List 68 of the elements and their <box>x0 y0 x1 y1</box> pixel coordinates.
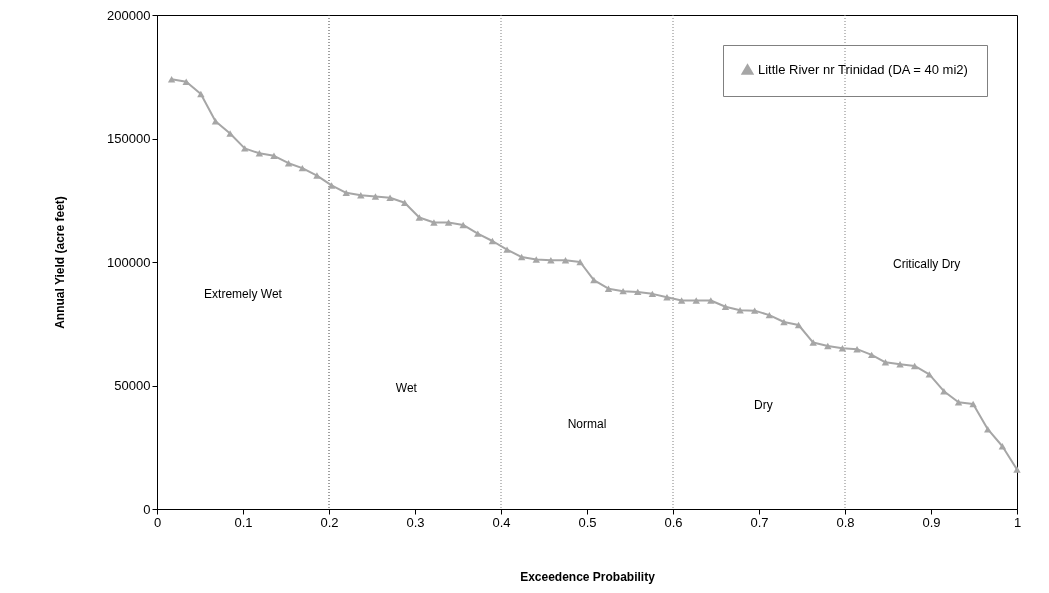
y-tick-label: 0 <box>143 501 151 517</box>
point <box>197 90 205 98</box>
x-tick-label: 0.7 <box>750 514 769 530</box>
point <box>313 172 321 179</box>
point <box>925 371 933 378</box>
point <box>954 399 963 406</box>
point <box>270 152 278 159</box>
point <box>400 199 409 206</box>
point <box>241 145 249 152</box>
point <box>692 297 700 304</box>
point <box>488 237 497 245</box>
point <box>1013 466 1021 473</box>
annotation: Extremely Wet <box>204 287 283 302</box>
point <box>765 311 774 319</box>
x-tick-label: 0.1 <box>234 514 253 530</box>
point <box>342 189 350 197</box>
point <box>867 351 876 359</box>
point <box>474 230 482 237</box>
point <box>707 297 715 304</box>
point <box>750 307 759 314</box>
point <box>809 339 817 346</box>
point <box>371 193 380 200</box>
point <box>226 130 234 137</box>
y-tick-label: 100000 <box>107 254 151 270</box>
point <box>721 303 730 310</box>
annotation: Normal <box>567 417 607 432</box>
point <box>327 182 336 189</box>
x-tick-label: 0.4 <box>492 514 511 530</box>
x-tick-label: 0.5 <box>578 514 597 530</box>
x-tick-label: 0 <box>153 514 162 530</box>
point <box>576 258 584 266</box>
point <box>255 150 264 157</box>
point <box>532 256 540 263</box>
point <box>386 194 394 201</box>
point <box>415 214 424 221</box>
y-tick-label: 200000 <box>107 7 151 23</box>
x-tick-label: 0.9 <box>922 514 941 530</box>
point <box>677 297 686 304</box>
point <box>969 400 977 408</box>
point <box>459 221 467 229</box>
x-tick-label: 1 <box>1013 514 1022 530</box>
point <box>824 342 832 350</box>
annotation: Critically Dry <box>893 257 961 272</box>
point <box>357 192 365 199</box>
legend-label: Little River nr Trinidad (DA = 40 mi2) <box>758 61 968 77</box>
x-axis-title: Exceedence Probability <box>520 569 656 584</box>
point <box>298 164 307 172</box>
annotation: Dry <box>753 398 773 413</box>
x-tick-label: 0.6 <box>664 514 683 530</box>
point <box>794 321 803 329</box>
x-tick-label: 0.8 <box>836 514 855 530</box>
point <box>604 285 613 292</box>
x-tick-label: 0.3 <box>406 514 425 530</box>
point <box>590 276 598 284</box>
point <box>648 290 657 298</box>
point <box>182 78 190 85</box>
y-tick-label: 150000 <box>107 131 151 146</box>
point <box>517 253 526 261</box>
point <box>503 246 511 253</box>
x-tick-label: 0.2 <box>320 514 339 530</box>
point <box>663 294 671 301</box>
point <box>910 362 919 370</box>
annotation: Wet <box>395 380 418 395</box>
point <box>444 219 453 226</box>
point <box>634 288 642 296</box>
point <box>430 219 438 226</box>
y-tick-label: 50000 <box>114 378 151 393</box>
y-axis-title: Annual Yield (acre feet) <box>53 196 68 329</box>
